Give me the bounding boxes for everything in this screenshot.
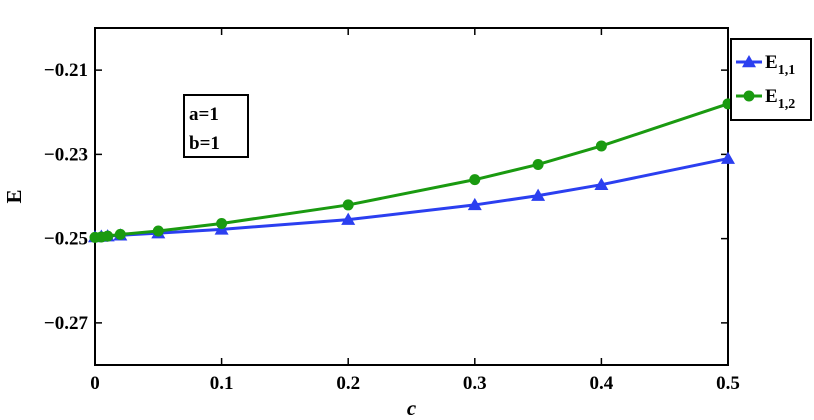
data-point bbox=[467, 197, 482, 211]
legend-marker bbox=[743, 90, 755, 102]
annotation-box: a=1 b=1 bbox=[183, 94, 249, 158]
annotation-line-a: a=1 bbox=[189, 104, 219, 125]
legend-label: E1,1 bbox=[765, 52, 795, 78]
annotation-line-b: b=1 bbox=[189, 133, 220, 154]
legend: E1,1 E1,2 bbox=[730, 38, 812, 121]
x-tick-label: 0.5 bbox=[716, 373, 740, 394]
data-point bbox=[595, 140, 607, 152]
series-line bbox=[94, 157, 729, 239]
data-point bbox=[152, 225, 164, 237]
plot-area: 0 0.1 0.2 0.3 0.4 0.5 −0.21 −0.23 −0.25 −0.27 bbox=[44, 27, 740, 394]
data-point bbox=[342, 199, 354, 211]
data-point bbox=[532, 158, 544, 170]
y-tick-label: −0.25 bbox=[44, 229, 88, 250]
data-point bbox=[721, 151, 735, 164]
data-point bbox=[469, 174, 481, 186]
y-tick-label: −0.21 bbox=[44, 60, 88, 81]
y-tick-label: −0.27 bbox=[44, 313, 89, 334]
y-tick-label: −0.23 bbox=[44, 144, 88, 165]
legend-marker bbox=[742, 55, 756, 68]
x-tick-label: 0.3 bbox=[463, 373, 487, 394]
data-point bbox=[531, 188, 546, 201]
data-point bbox=[594, 177, 609, 190]
y-axis-label: E bbox=[2, 189, 26, 203]
data-point bbox=[216, 217, 228, 229]
annotation-frame bbox=[183, 94, 249, 158]
x-tick-label: 0 bbox=[90, 373, 100, 394]
x-tick-label: 0.2 bbox=[336, 373, 360, 394]
data-point bbox=[102, 230, 114, 242]
plot-frame bbox=[94, 27, 729, 366]
x-tick-label: 0.4 bbox=[590, 373, 614, 394]
data-point bbox=[341, 212, 356, 225]
x-axis-label: c bbox=[407, 396, 417, 420]
data-point bbox=[114, 228, 126, 240]
legend-frame bbox=[730, 38, 812, 121]
legend-label: E1,2 bbox=[765, 86, 795, 112]
x-tick-label: 0.1 bbox=[210, 373, 234, 394]
